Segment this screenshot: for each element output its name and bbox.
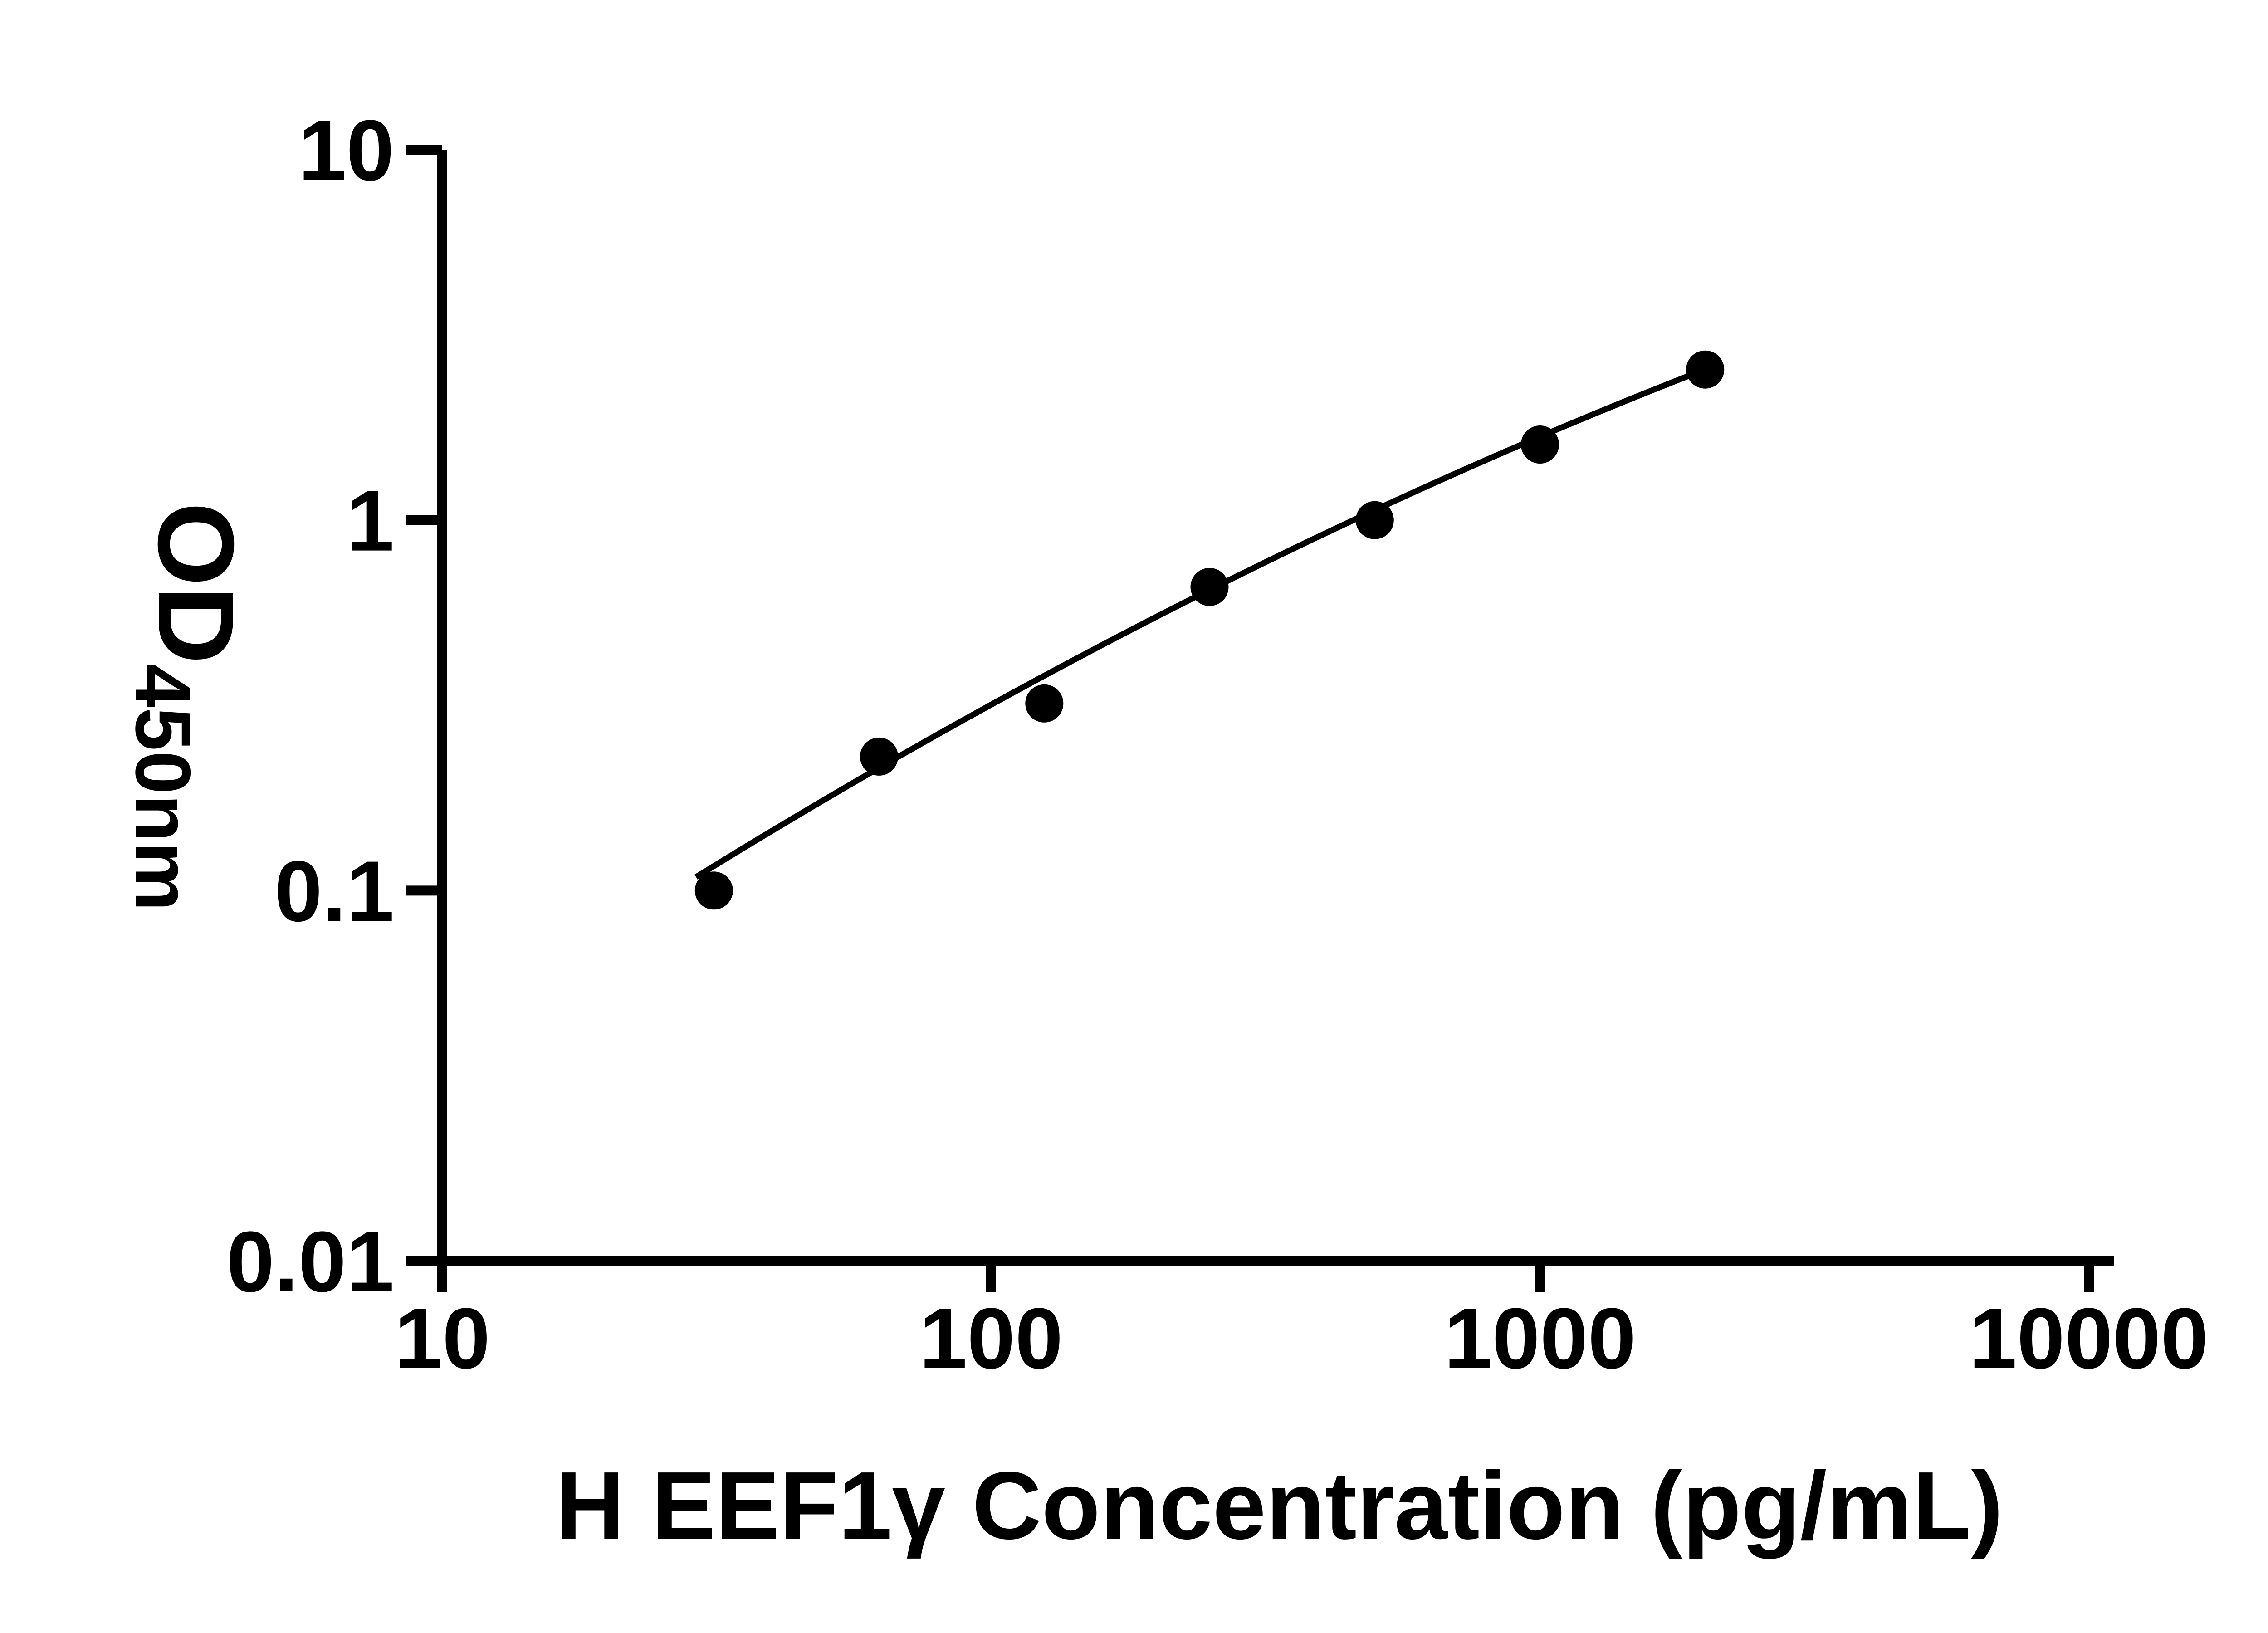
y-axis-title: OD450nm — [119, 502, 256, 911]
y-tick-label: 0.01 — [226, 1214, 394, 1310]
x-tick-label: 10000 — [1969, 1291, 2209, 1387]
data-point — [694, 871, 733, 910]
x-axis-title: H EEF1γ Concentration (pg/mL) — [555, 1452, 2003, 1559]
data-point — [1686, 350, 1725, 389]
data-point — [1190, 568, 1229, 606]
y-axis-title-main: OD — [136, 502, 256, 664]
y-tick-label: 1 — [346, 473, 394, 569]
data-point — [1025, 684, 1064, 723]
x-tick-label: 100 — [919, 1291, 1063, 1387]
y-tick-label: 0.1 — [274, 843, 394, 939]
x-tick-label: 10 — [394, 1291, 490, 1387]
x-tick-label: 1000 — [1444, 1291, 1636, 1387]
y-tick-label: 10 — [298, 103, 394, 199]
y-axis-title-subscript: 450nm — [119, 664, 206, 911]
data-point — [1355, 501, 1394, 539]
data-point — [860, 737, 898, 776]
data-point — [1521, 425, 1559, 464]
axes: 10 100 1000 10000 0.01 0.1 1 10 — [226, 103, 2209, 1387]
data-points — [694, 350, 1725, 910]
axis-labels: H EEF1γ Concentration (pg/mL) OD450nm — [119, 502, 2003, 1559]
